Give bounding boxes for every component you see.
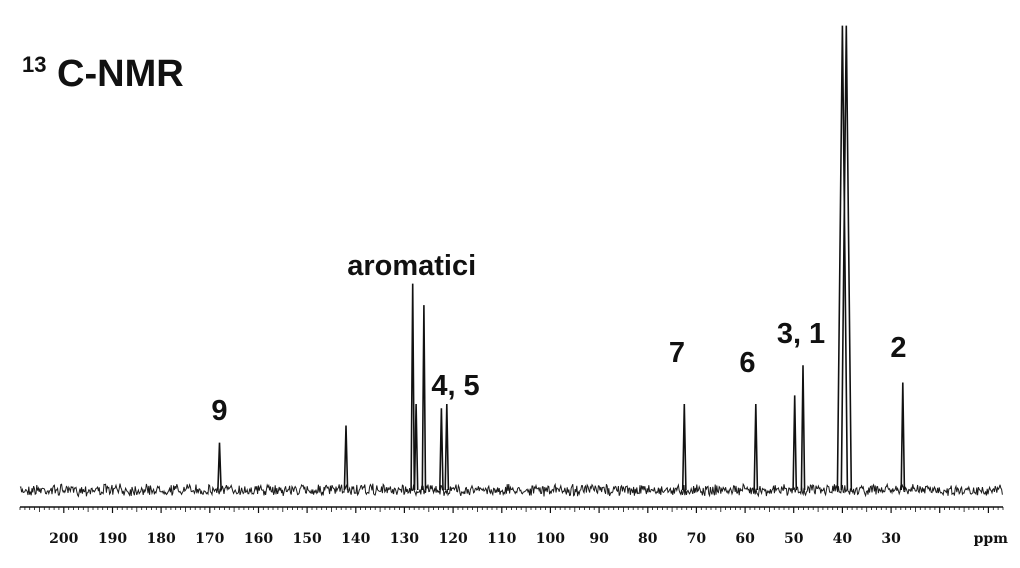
peak-13 <box>900 382 906 491</box>
x-tick-label: 60 <box>735 531 755 547</box>
x-tick-label: 190 <box>98 531 127 547</box>
x-tick-label: 160 <box>244 531 273 547</box>
peak-annotation: 3, 1 <box>777 318 825 350</box>
x-tick-label: 70 <box>687 531 707 547</box>
peak-7 <box>681 403 687 491</box>
peak-6 <box>444 403 450 491</box>
peak-annotations: aromatici 9 4, 5 7 6 3, 1 2 <box>211 250 906 427</box>
x-axis-label: ppm <box>974 531 1009 547</box>
x-tick-label: 140 <box>341 531 370 547</box>
peak-annotation: 9 <box>211 395 227 427</box>
peak-10 <box>800 365 806 491</box>
x-tick-label: 170 <box>195 531 224 547</box>
plot-area <box>19 25 1003 498</box>
peak-4 <box>421 305 427 491</box>
peak-3 <box>413 403 419 491</box>
x-axis: 200 190 180 170 160 150 140 130 120 110 100 90 80 70 6… <box>19 506 1009 547</box>
x-tick-label: 40 <box>833 531 853 547</box>
peak-11 <box>836 25 849 491</box>
peak-annotation: 7 <box>669 337 685 369</box>
spectrum-baseline <box>19 482 1003 498</box>
x-tick-label: 120 <box>438 531 467 547</box>
x-tick-label: 130 <box>390 531 419 547</box>
peak-annotation: aromatici <box>347 250 476 282</box>
peak-2 <box>410 283 416 491</box>
x-tick-label: 90 <box>589 531 609 547</box>
x-tick-label: 100 <box>536 531 565 547</box>
peak-annotation: 2 <box>890 332 906 364</box>
title-main: C-NMR <box>57 53 184 95</box>
x-tick-label: 180 <box>146 531 175 547</box>
peak-annotation: 4, 5 <box>431 370 479 402</box>
x-tick-label: 200 <box>49 531 78 547</box>
x-tick-label: 30 <box>881 531 901 547</box>
title-superscript: 13 <box>22 52 46 77</box>
peak-12 <box>840 25 853 491</box>
x-tick-label: 150 <box>292 531 321 547</box>
peak-9 <box>792 395 798 491</box>
peak-5 <box>439 408 444 491</box>
x-tick-label: 110 <box>487 531 516 547</box>
peak-1 <box>343 425 349 491</box>
peak-8 <box>753 403 759 491</box>
x-tick-label: 50 <box>784 531 804 547</box>
x-tick-label: 80 <box>638 531 658 547</box>
peak-annotation: 6 <box>739 347 755 379</box>
peak-0 <box>217 442 222 491</box>
chart-title: 13 C-NMR <box>22 39 184 95</box>
